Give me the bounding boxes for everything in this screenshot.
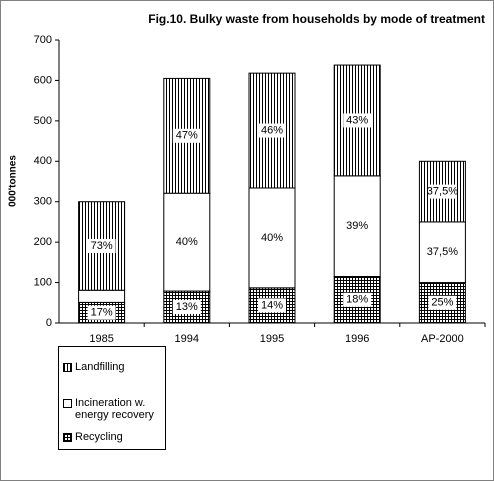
data-label: 14% (261, 299, 283, 311)
x-tick-label: AP-2000 (421, 333, 464, 345)
legend-swatch (63, 399, 72, 408)
data-label: 40% (176, 236, 198, 248)
legend-label: Recycling (75, 431, 123, 443)
legend-item: Landfilling (63, 361, 163, 373)
label-bg (428, 245, 457, 260)
data-label: 46% (261, 124, 283, 136)
data-label: 37,5% (427, 246, 458, 258)
label-bg (258, 298, 286, 313)
data-label: 17% (91, 307, 113, 319)
x-tick-label: 1995 (260, 333, 284, 345)
legend: Landfilling Incineration w. energy recove… (58, 346, 166, 450)
y-tick-label: 700 (34, 34, 52, 46)
data-label: 40% (261, 232, 283, 244)
data-label: 37,5% (427, 186, 458, 198)
label-bg (428, 295, 457, 310)
label-bg (343, 292, 372, 307)
label-bg (258, 123, 286, 138)
y-axis-label: 000'tonnes (8, 155, 19, 207)
label-bg (343, 219, 372, 234)
y-tick-label: 600 (34, 74, 52, 86)
data-label: 39% (346, 220, 368, 232)
label-bg (87, 305, 116, 320)
y-tick-label: 400 (34, 155, 52, 167)
data-label: 25% (431, 297, 453, 309)
data-label: 18% (346, 294, 368, 306)
y-tick-label: 500 (34, 115, 52, 127)
x-tick-label: 1985 (89, 333, 113, 345)
data-label: 73% (91, 240, 113, 252)
y-tick-label: 300 (34, 196, 52, 208)
y-tick-label: 0 (46, 317, 52, 329)
y-tick-label: 100 (34, 276, 52, 288)
legend-label: Incineration w. energy recovery (75, 397, 154, 421)
label-bg (172, 300, 201, 315)
data-label: 47% (176, 130, 198, 142)
chart-title: Fig.10. Bulky waste from households by m… (148, 12, 485, 26)
legend-swatch (63, 433, 72, 442)
legend-swatch (63, 363, 72, 372)
legend-item: Incineration w. energy recovery (63, 397, 163, 421)
legend-item: Recycling (63, 431, 163, 443)
label-bg (172, 235, 201, 250)
x-tick-label: 1994 (175, 333, 199, 345)
label-bg (172, 128, 201, 143)
label-bg (87, 238, 116, 253)
data-label: 13% (176, 301, 198, 313)
label-bg (258, 230, 286, 245)
bar-segment (78, 289, 126, 303)
y-tick-label: 200 (34, 236, 52, 248)
x-tick-label: 1996 (345, 333, 369, 345)
label-bg (428, 184, 457, 199)
label-bg (343, 113, 372, 128)
legend-label: Landfilling (75, 361, 125, 373)
data-label: 43% (346, 114, 368, 126)
